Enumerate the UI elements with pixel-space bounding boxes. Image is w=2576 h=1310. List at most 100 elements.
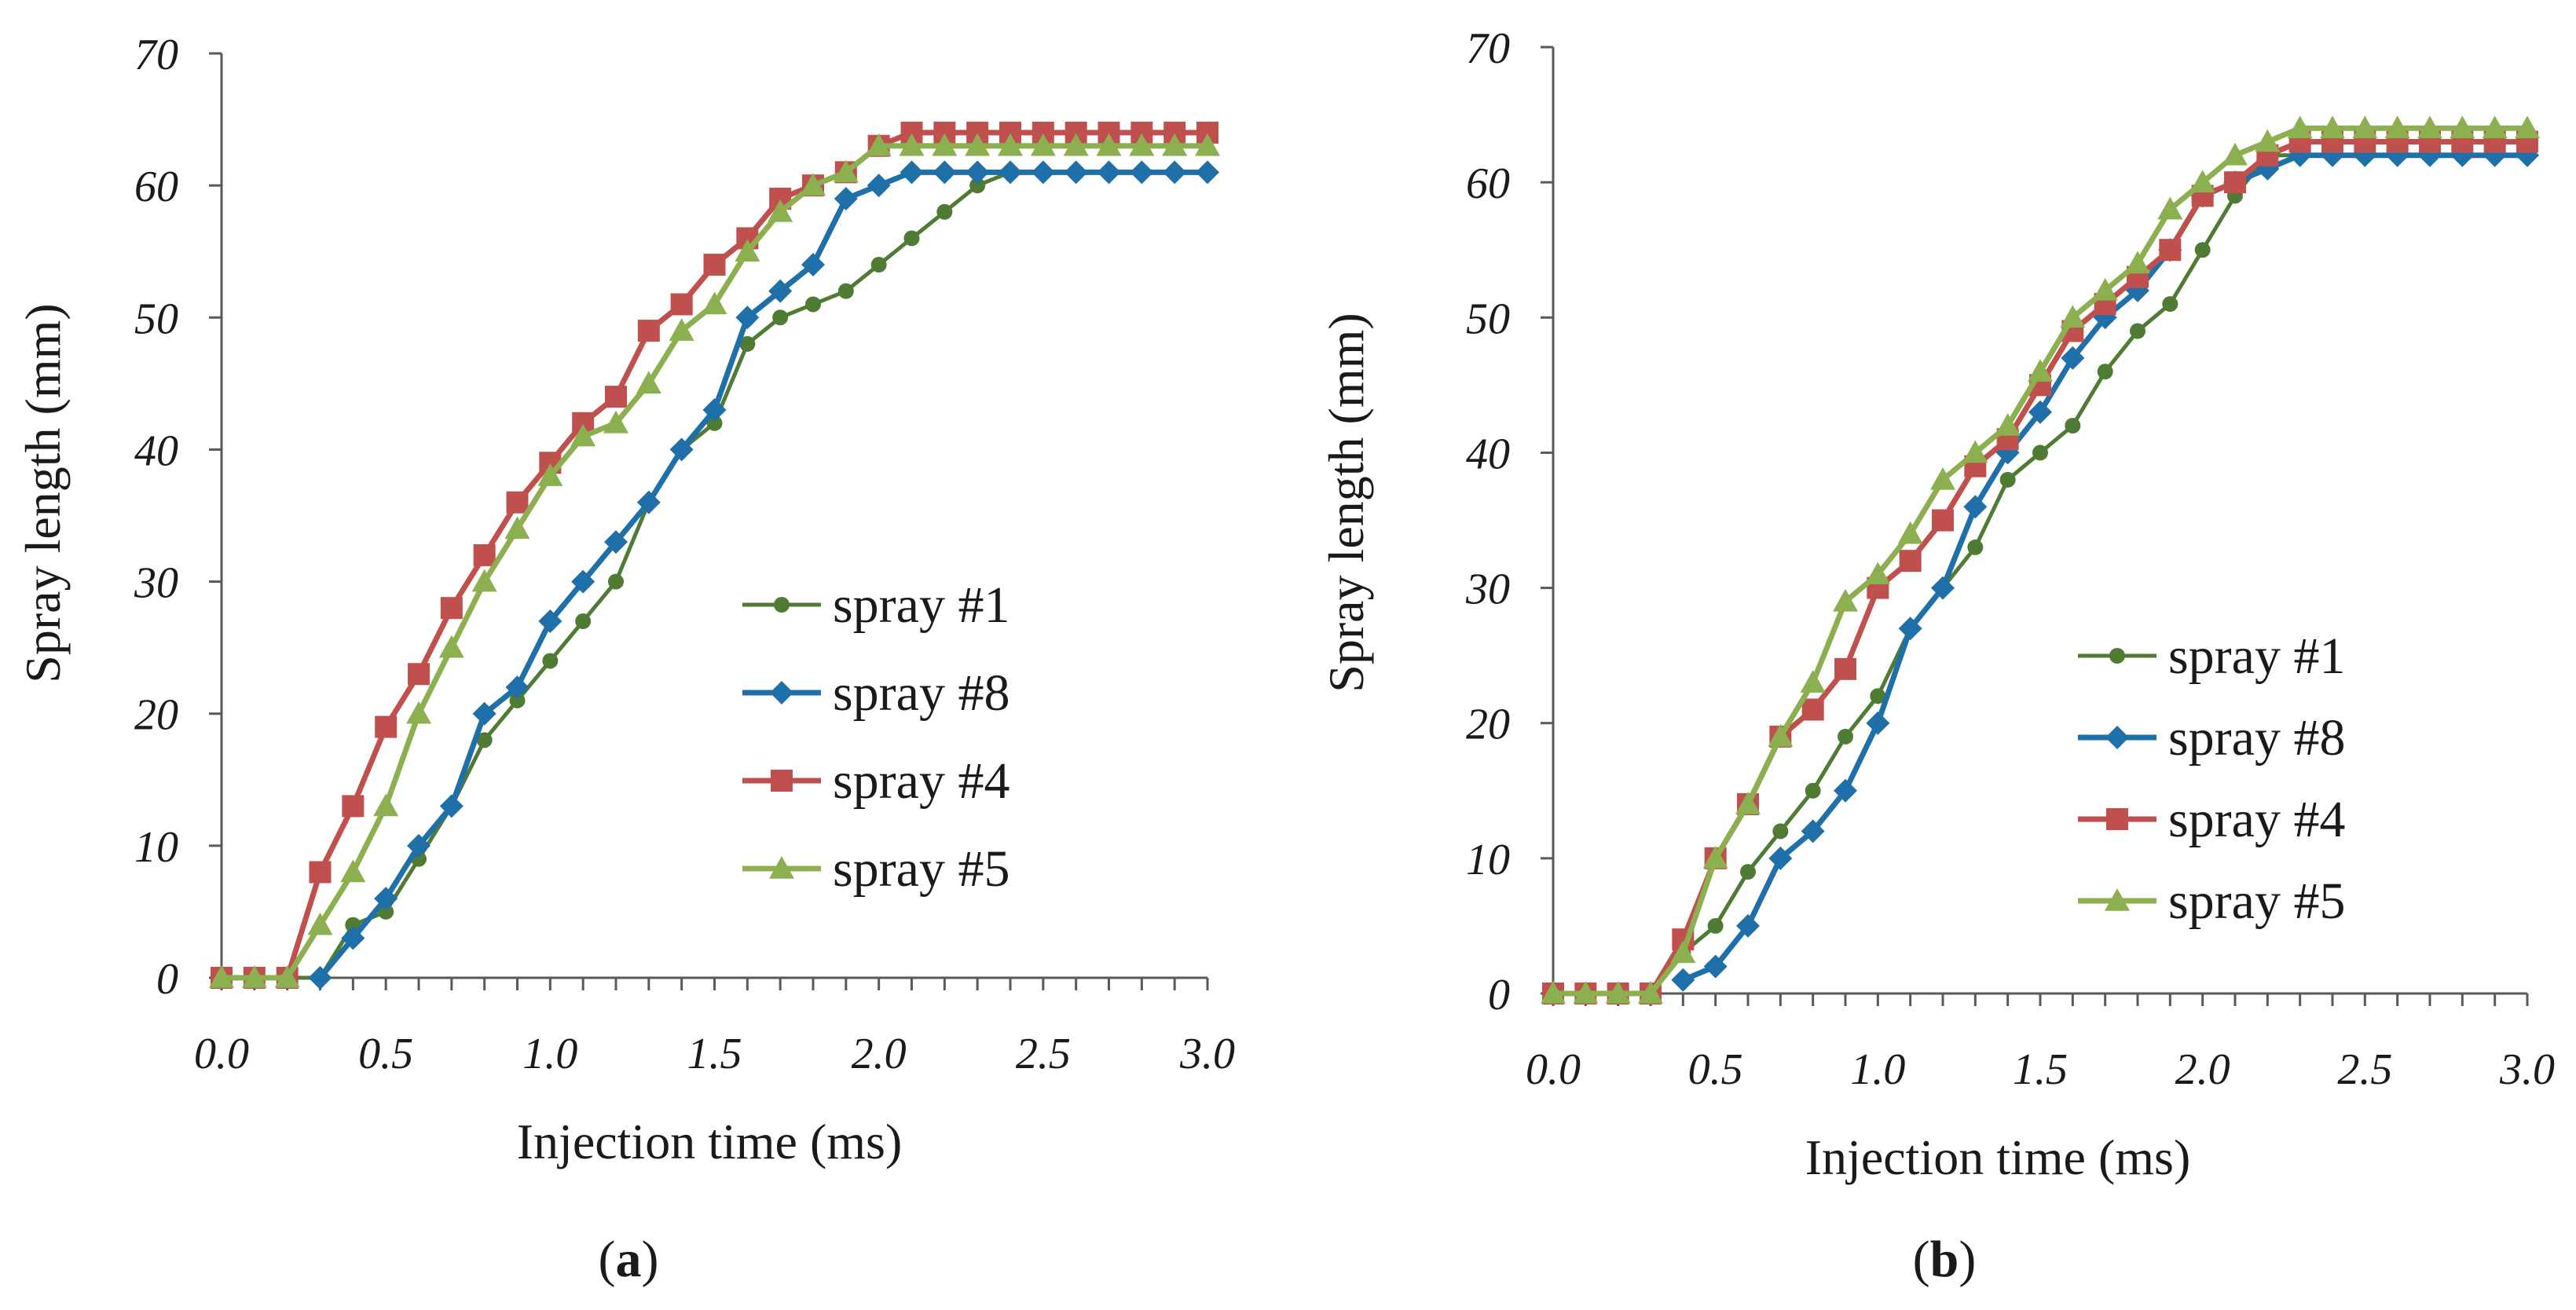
data-point-triangle-a [1162, 133, 1188, 156]
data-point-square-a [408, 663, 430, 686]
data-point-diamond-a [768, 279, 793, 303]
y-tick-label-b: 0 [1488, 971, 1510, 1019]
y-tick-label-b: 50 [1466, 295, 1510, 343]
data-point-triangle-b [2060, 305, 2086, 328]
data-point-circle-a [805, 296, 821, 313]
data-point-triangle-a [438, 635, 464, 658]
series-circle-a [214, 164, 1215, 986]
y-tick-label-b: 20 [1466, 701, 1510, 749]
data-point-triangle-b [1897, 521, 1923, 544]
data-point-triangle-a [866, 133, 892, 156]
data-point-triangle-b [2450, 115, 2475, 139]
x-tick-label-b: 0.0 [1526, 1045, 1581, 1094]
data-point-circle-b [1740, 864, 1756, 880]
data-point-diamond-a [472, 701, 497, 726]
data-point-circle-a [969, 177, 986, 194]
legend-b: spray #1 spray #8 spray #4 spray #5 [2078, 628, 2345, 930]
data-point-square-a [342, 795, 365, 818]
data-point-circle-a [739, 335, 756, 352]
y-tick-label-b: 70 [1466, 24, 1510, 73]
data-point-triangle-b [1541, 981, 1566, 1004]
data-point-diamond-a [669, 437, 694, 462]
data-point-triangle-a [1096, 133, 1122, 156]
data-point-triangle-b [2287, 115, 2313, 139]
data-point-triangle-b [1800, 670, 1826, 693]
data-point-triangle-a [570, 423, 596, 447]
series-circle-b [1545, 147, 2535, 1001]
data-point-triangle-b [2255, 129, 2281, 152]
data-point-square-a [506, 491, 529, 514]
data-point-circle-b [2097, 364, 2113, 380]
data-point-diamond-a [1163, 160, 1187, 185]
x-tick-label-b: 2.0 [2175, 1045, 2230, 1094]
x-tick-label-a: 0.0 [194, 1030, 249, 1078]
legend-label-b: spray #8 [2168, 709, 2345, 767]
data-point-diamond-a [407, 833, 431, 858]
data-point-circle-a [903, 230, 920, 247]
series-square-b [1542, 130, 2538, 1004]
y-axis-label-a: Spray length (mm) [15, 303, 71, 682]
series-layer-b [1541, 115, 2540, 1004]
data-point-triangle-b [1702, 845, 1728, 869]
data-point-diamond-a [1031, 160, 1055, 185]
data-point-diamond-b [1801, 819, 1825, 843]
x-tick-label-b: 0.5 [1688, 1045, 1743, 1094]
data-point-diamond-b [1931, 576, 1955, 600]
data-point-diamond-a [604, 530, 628, 554]
legend-label-a: spray #5 [833, 840, 1010, 898]
legend-entry-b: spray #4 [2078, 791, 2345, 848]
axes-a: 0.0 0.5 1.0 1.5 2.0 2.5 3.0 0 10 20 30 40 50 60 70 [134, 31, 1235, 1078]
series-layer-a [209, 121, 1220, 990]
legend-marker-square-a [771, 770, 793, 792]
data-point-triangle-a [274, 965, 300, 988]
legend-entry-b: spray #8 [2078, 709, 2345, 767]
data-point-square-b [1801, 698, 1824, 721]
legend-marker-triangle-b [2105, 888, 2130, 911]
data-point-circle-a [378, 903, 394, 920]
data-point-diamond-b [2028, 400, 2052, 424]
data-point-triangle-b [1573, 981, 1599, 1004]
data-point-circle-a [772, 309, 789, 326]
data-point-triangle-b [1605, 981, 1631, 1004]
legend-entry-b: spray #1 [2078, 628, 2345, 685]
legend-marker-diamond-b [2105, 726, 2129, 749]
data-point-triangle-a [636, 371, 661, 394]
data-point-square-a [309, 861, 332, 884]
data-point-square-a [473, 543, 496, 566]
legend-label-a: spray #1 [833, 576, 1010, 634]
data-point-circle-b [1838, 728, 1853, 745]
data-point-square-b [1834, 657, 1856, 680]
data-point-diamond-b [1671, 968, 1695, 992]
data-point-triangle-b [2482, 115, 2508, 139]
y-tick-label-a: 60 [134, 163, 178, 211]
data-point-circle-a [345, 917, 361, 933]
data-point-triangle-b [2028, 359, 2053, 382]
data-point-diamond-a [571, 569, 595, 594]
legend-marker-circle-b [2109, 648, 2125, 664]
panel-label-a: (a) [599, 1231, 659, 1288]
data-point-diamond-a [1097, 160, 1121, 185]
data-point-triangle-a [603, 410, 628, 434]
data-point-diamond-b [1768, 846, 1793, 870]
series-line-diamond-a [317, 169, 1207, 980]
data-point-circle-b [1805, 782, 1821, 799]
y-tick-label-a: 70 [134, 31, 178, 79]
y-tick-label-b: 40 [1466, 430, 1510, 478]
x-tick-label-a: 2.0 [852, 1030, 907, 1078]
data-point-triangle-b [1962, 440, 1988, 463]
series-line-square-b [1553, 139, 2527, 997]
data-point-diamond-b [1898, 617, 1922, 641]
y-axis-label-b: Spray length (mm) [1318, 313, 1374, 692]
legend-entry-a: spray #8 [742, 664, 1010, 722]
y-tick-label-b: 60 [1466, 159, 1510, 208]
data-point-triangle-b [1995, 413, 2021, 436]
data-point-diamond-b [1963, 495, 1988, 519]
y-tick-label-a: 0 [156, 955, 178, 1004]
data-point-circle-a [476, 732, 493, 748]
data-point-diamond-a [900, 160, 924, 185]
data-point-square-a [375, 715, 398, 738]
data-point-square-b [2224, 171, 2246, 194]
data-point-triangle-b [1768, 723, 1794, 747]
